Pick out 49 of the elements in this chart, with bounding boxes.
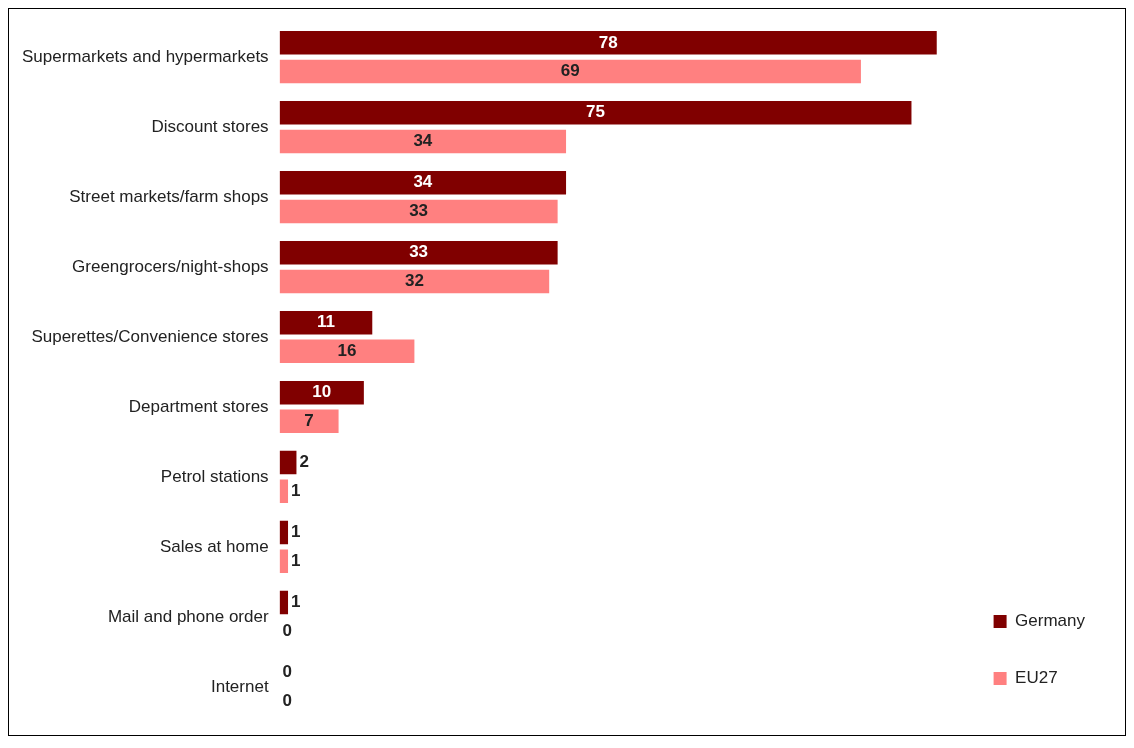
- bar: [279, 450, 297, 475]
- y-tick-label: Internet: [210, 676, 269, 696]
- y-tick-label: Greengrocers/night-shops: [72, 256, 269, 276]
- data-label: 75: [586, 102, 605, 122]
- bar: [279, 339, 415, 364]
- bar: [279, 380, 364, 405]
- bar: [279, 171, 567, 195]
- bar: [279, 520, 289, 545]
- legend-label: Germany: [1015, 611, 1086, 631]
- data-label: 7: [304, 411, 314, 431]
- bar: [279, 240, 558, 265]
- y-tick-label: Superettes/Convenience stores: [31, 326, 269, 346]
- y-tick-label: Petrol stations: [160, 466, 269, 486]
- bar: [279, 59, 861, 84]
- bar: [279, 31, 937, 55]
- y-tick-label: Sales at home: [159, 536, 269, 556]
- bar: [279, 310, 373, 335]
- bar: [279, 479, 289, 504]
- y-tick-label: Department stores: [128, 396, 269, 416]
- data-label: 33: [409, 201, 429, 221]
- data-label: 1: [291, 592, 301, 612]
- data-label: 32: [404, 271, 424, 291]
- bar: [279, 409, 339, 434]
- y-tick-label: Mail and phone order: [107, 606, 269, 626]
- data-label: 16: [337, 341, 357, 361]
- data-label: 1: [291, 522, 301, 542]
- data-label: 34: [413, 172, 433, 192]
- bar: [279, 269, 550, 294]
- data-label: 78: [598, 32, 618, 52]
- data-label: 0: [282, 662, 293, 682]
- y-tick-label: Street markets/farm shops: [69, 186, 269, 206]
- data-label: 10: [312, 382, 332, 402]
- data-label: 2: [299, 452, 309, 472]
- bar: [279, 199, 558, 224]
- data-label: 11: [316, 312, 335, 332]
- data-label: 1: [291, 480, 301, 500]
- legend-label: EU27: [1015, 668, 1058, 688]
- data-label: 1: [291, 550, 301, 570]
- bar: [279, 129, 567, 154]
- bar: [279, 101, 912, 125]
- data-label: 69: [560, 61, 580, 81]
- bar: [279, 549, 289, 573]
- data-label: 0: [282, 690, 293, 710]
- data-label: 33: [409, 242, 429, 262]
- y-tick-label: Supermarkets and hypermarkets: [22, 46, 269, 66]
- y-tick-label: Discount stores: [151, 116, 269, 136]
- data-label: 34: [413, 131, 433, 151]
- bar: [279, 590, 289, 615]
- data-label: 0: [282, 620, 293, 640]
